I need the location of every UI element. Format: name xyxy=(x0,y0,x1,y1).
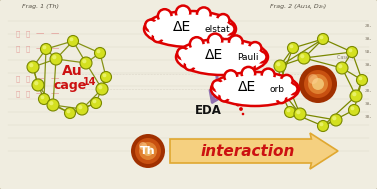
Ellipse shape xyxy=(211,72,299,106)
Circle shape xyxy=(288,43,299,53)
Text: EDA: EDA xyxy=(195,104,221,117)
Text: —: — xyxy=(36,90,44,98)
Text: ＋: ＋ xyxy=(26,91,30,97)
Circle shape xyxy=(350,90,362,102)
Text: —: — xyxy=(51,90,59,98)
Text: —: — xyxy=(36,74,44,84)
Circle shape xyxy=(98,85,103,89)
Text: 3A₁: 3A₁ xyxy=(365,102,372,106)
Circle shape xyxy=(287,84,297,94)
Circle shape xyxy=(332,116,336,120)
Text: ＋: ＋ xyxy=(16,76,20,82)
Circle shape xyxy=(92,99,97,103)
Circle shape xyxy=(274,82,278,86)
Circle shape xyxy=(304,70,332,98)
Circle shape xyxy=(103,73,106,77)
Circle shape xyxy=(185,60,195,70)
Circle shape xyxy=(76,103,88,115)
Circle shape xyxy=(96,83,108,95)
Circle shape xyxy=(34,81,38,85)
Text: elstat: elstat xyxy=(205,26,230,35)
Circle shape xyxy=(176,6,190,20)
Text: —: — xyxy=(51,44,59,53)
Circle shape xyxy=(249,42,261,55)
Circle shape xyxy=(312,78,324,90)
Text: Pauli: Pauli xyxy=(237,53,258,63)
Circle shape xyxy=(298,52,310,64)
Text: Au: Au xyxy=(62,64,82,78)
Circle shape xyxy=(139,142,147,150)
Circle shape xyxy=(239,107,243,111)
Text: 2B₁: 2B₁ xyxy=(365,89,372,93)
Text: Case 4: Case 4 xyxy=(337,55,353,60)
Ellipse shape xyxy=(176,39,268,75)
Circle shape xyxy=(229,35,243,49)
Ellipse shape xyxy=(215,75,294,103)
Circle shape xyxy=(47,99,59,111)
Circle shape xyxy=(352,92,356,96)
Circle shape xyxy=(351,106,354,110)
Text: ＋: ＋ xyxy=(16,91,20,97)
Circle shape xyxy=(262,69,275,81)
Circle shape xyxy=(320,122,323,126)
Circle shape xyxy=(213,34,223,44)
Text: orb: orb xyxy=(269,85,284,94)
Circle shape xyxy=(208,34,222,48)
Circle shape xyxy=(50,53,62,65)
Circle shape xyxy=(49,101,54,105)
Text: cage: cage xyxy=(54,78,87,91)
Circle shape xyxy=(40,43,52,54)
Circle shape xyxy=(224,24,234,34)
Text: Frag. 2 (Au₁₄, D₂ₕ): Frag. 2 (Au₁₄, D₂ₕ) xyxy=(270,4,326,9)
Circle shape xyxy=(145,20,157,31)
Circle shape xyxy=(299,65,337,103)
Circle shape xyxy=(348,105,360,115)
Circle shape xyxy=(153,32,163,42)
Circle shape xyxy=(290,44,293,48)
Text: ΔE: ΔE xyxy=(238,80,256,94)
Circle shape xyxy=(158,9,172,23)
Text: 14: 14 xyxy=(83,77,97,87)
Circle shape xyxy=(135,138,161,164)
Circle shape xyxy=(296,110,300,114)
Text: —: — xyxy=(51,74,59,84)
Circle shape xyxy=(317,33,328,44)
Circle shape xyxy=(308,74,328,94)
Text: ΔE: ΔE xyxy=(173,20,191,34)
Circle shape xyxy=(287,108,290,112)
Circle shape xyxy=(359,76,362,80)
Circle shape xyxy=(217,14,230,27)
Circle shape xyxy=(277,94,286,103)
Circle shape xyxy=(346,46,357,57)
Text: ＋: ＋ xyxy=(16,31,20,37)
Text: 2B₁: 2B₁ xyxy=(365,24,372,28)
Ellipse shape xyxy=(149,15,231,43)
Circle shape xyxy=(95,47,106,59)
Circle shape xyxy=(348,48,352,52)
Circle shape xyxy=(67,36,78,46)
Circle shape xyxy=(300,54,304,58)
Circle shape xyxy=(32,79,44,91)
Ellipse shape xyxy=(181,43,264,71)
Circle shape xyxy=(43,45,46,49)
Text: ＋: ＋ xyxy=(16,46,20,52)
Circle shape xyxy=(97,50,100,53)
Circle shape xyxy=(52,55,57,59)
Circle shape xyxy=(143,146,153,156)
Text: —: — xyxy=(36,29,44,39)
Ellipse shape xyxy=(144,11,236,47)
Circle shape xyxy=(294,108,306,120)
Circle shape xyxy=(82,59,86,63)
Circle shape xyxy=(197,7,211,21)
Circle shape xyxy=(219,92,229,101)
Circle shape xyxy=(78,105,83,109)
Text: 3A₁: 3A₁ xyxy=(365,63,372,67)
Circle shape xyxy=(336,62,348,74)
Text: ΔE: ΔE xyxy=(205,48,223,62)
Text: 5B₂: 5B₂ xyxy=(365,50,372,54)
Circle shape xyxy=(41,95,44,99)
Circle shape xyxy=(276,62,280,66)
Circle shape xyxy=(273,81,284,91)
Circle shape xyxy=(101,71,112,83)
